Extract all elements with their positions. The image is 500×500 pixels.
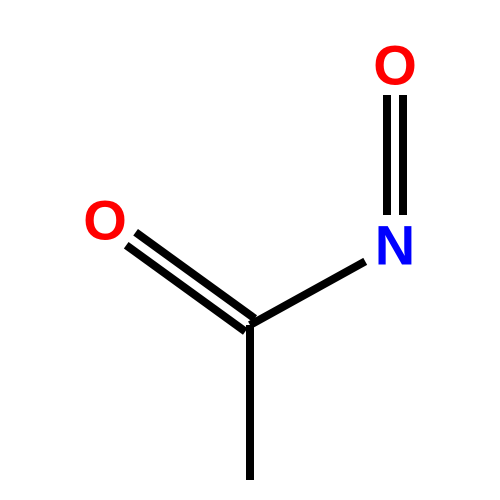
bond-line: [250, 261, 365, 325]
molecule-canvas: O N O: [0, 0, 500, 500]
bond-line: [126, 245, 245, 331]
atom-o: O: [83, 188, 127, 253]
atom-n: N: [375, 213, 415, 278]
atom-o: O: [373, 33, 417, 98]
bond-line: [136, 232, 255, 318]
bond-layer: [0, 0, 500, 500]
